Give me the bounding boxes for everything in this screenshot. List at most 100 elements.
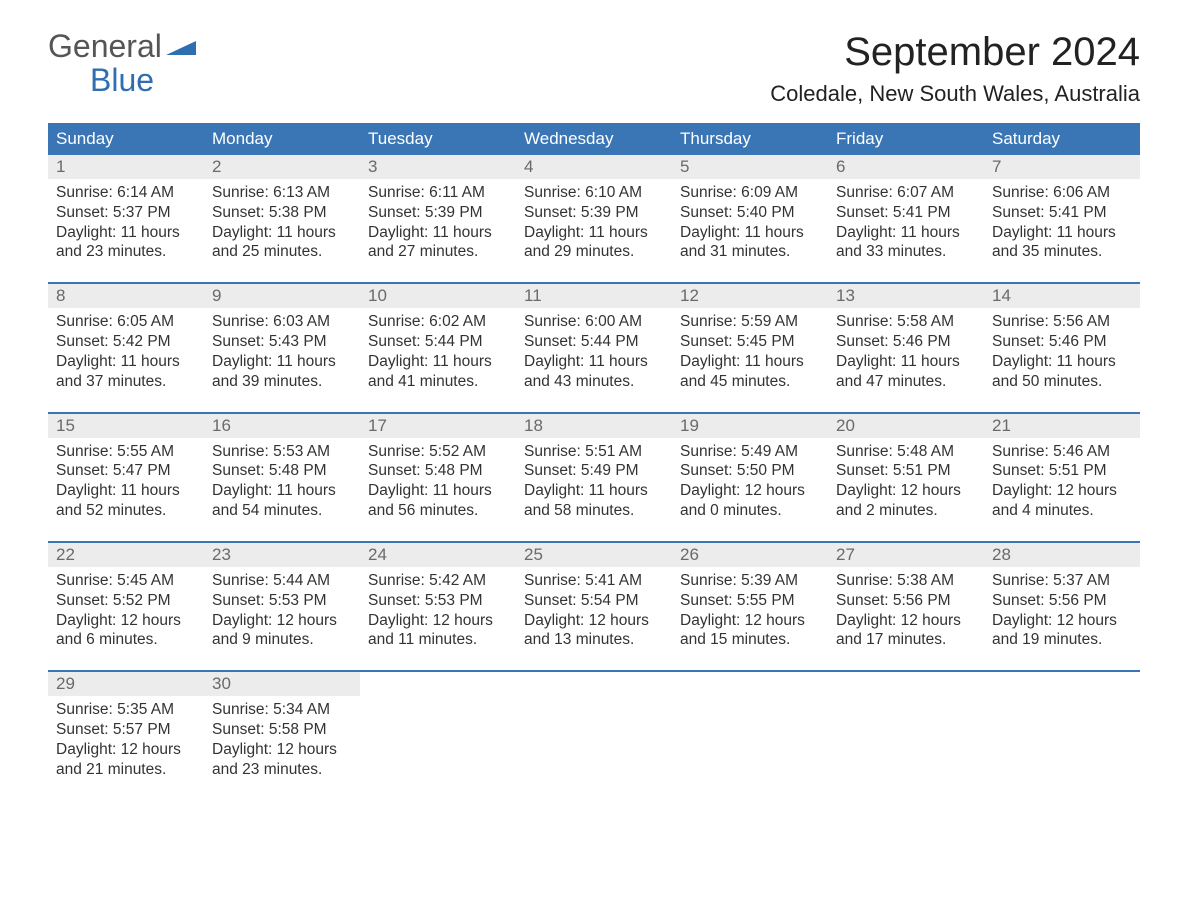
day-sunset: Sunset: 5:39 PM	[524, 203, 664, 223]
day-daylight1: Daylight: 12 hours	[836, 481, 976, 501]
day-detail: Sunrise: 5:34 AMSunset: 5:58 PMDaylight:…	[204, 696, 360, 781]
day-daylight1: Daylight: 11 hours	[992, 223, 1132, 243]
day-detail: Sunrise: 6:06 AMSunset: 5:41 PMDaylight:…	[984, 179, 1140, 264]
day-daylight2: and 33 minutes.	[836, 242, 976, 262]
week-row: 15161718192021Sunrise: 5:55 AMSunset: 5:…	[48, 412, 1140, 523]
day-daylight2: and 54 minutes.	[212, 501, 352, 521]
title-block: September 2024 Coledale, New South Wales…	[770, 30, 1140, 115]
day-sunrise: Sunrise: 5:37 AM	[992, 571, 1132, 591]
day-detail: Sunrise: 5:46 AMSunset: 5:51 PMDaylight:…	[984, 438, 1140, 523]
day-daylight1: Daylight: 12 hours	[992, 611, 1132, 631]
day-detail: Sunrise: 5:52 AMSunset: 5:48 PMDaylight:…	[360, 438, 516, 523]
header: General Blue September 2024 Coledale, Ne…	[48, 30, 1140, 115]
day-sunset: Sunset: 5:53 PM	[212, 591, 352, 611]
day-detail	[360, 696, 516, 781]
day-daylight1: Daylight: 12 hours	[212, 611, 352, 631]
day-number: 2	[204, 155, 360, 179]
day-sunset: Sunset: 5:41 PM	[836, 203, 976, 223]
day-detail: Sunrise: 5:58 AMSunset: 5:46 PMDaylight:…	[828, 308, 984, 393]
page-title: September 2024	[770, 30, 1140, 75]
weeks-container: 1234567Sunrise: 6:14 AMSunset: 5:37 PMDa…	[48, 155, 1140, 782]
day-sunset: Sunset: 5:46 PM	[992, 332, 1132, 352]
day-daylight2: and 29 minutes.	[524, 242, 664, 262]
day-detail: Sunrise: 6:07 AMSunset: 5:41 PMDaylight:…	[828, 179, 984, 264]
day-sunset: Sunset: 5:50 PM	[680, 461, 820, 481]
day-number	[516, 672, 672, 696]
day-daylight2: and 17 minutes.	[836, 630, 976, 650]
day-number: 9	[204, 284, 360, 308]
day-number: 10	[360, 284, 516, 308]
day-detail: Sunrise: 5:59 AMSunset: 5:45 PMDaylight:…	[672, 308, 828, 393]
day-sunset: Sunset: 5:44 PM	[368, 332, 508, 352]
day-number: 17	[360, 414, 516, 438]
week-row: 2930Sunrise: 5:35 AMSunset: 5:57 PMDayli…	[48, 670, 1140, 781]
day-sunset: Sunset: 5:55 PM	[680, 591, 820, 611]
day-detail: Sunrise: 6:13 AMSunset: 5:38 PMDaylight:…	[204, 179, 360, 264]
day-detail: Sunrise: 5:35 AMSunset: 5:57 PMDaylight:…	[48, 696, 204, 781]
day-detail: Sunrise: 5:37 AMSunset: 5:56 PMDaylight:…	[984, 567, 1140, 652]
day-daylight2: and 37 minutes.	[56, 372, 196, 392]
location-subtitle: Coledale, New South Wales, Australia	[770, 81, 1140, 107]
day-detail-row: Sunrise: 5:45 AMSunset: 5:52 PMDaylight:…	[48, 567, 1140, 652]
day-daylight1: Daylight: 12 hours	[56, 740, 196, 760]
day-sunrise: Sunrise: 5:41 AM	[524, 571, 664, 591]
day-sunrise: Sunrise: 5:44 AM	[212, 571, 352, 591]
day-detail: Sunrise: 5:56 AMSunset: 5:46 PMDaylight:…	[984, 308, 1140, 393]
weekday-header: Tuesday	[360, 123, 516, 155]
day-daylight1: Daylight: 11 hours	[524, 481, 664, 501]
day-sunrise: Sunrise: 5:59 AM	[680, 312, 820, 332]
week-row: 1234567Sunrise: 6:14 AMSunset: 5:37 PMDa…	[48, 155, 1140, 264]
day-daylight1: Daylight: 11 hours	[368, 223, 508, 243]
day-number: 15	[48, 414, 204, 438]
day-number-row: 2930	[48, 672, 1140, 696]
day-sunset: Sunset: 5:58 PM	[212, 720, 352, 740]
day-number: 3	[360, 155, 516, 179]
day-daylight1: Daylight: 11 hours	[368, 352, 508, 372]
day-number: 28	[984, 543, 1140, 567]
day-sunset: Sunset: 5:43 PM	[212, 332, 352, 352]
day-detail: Sunrise: 5:51 AMSunset: 5:49 PMDaylight:…	[516, 438, 672, 523]
day-detail: Sunrise: 5:53 AMSunset: 5:48 PMDaylight:…	[204, 438, 360, 523]
day-number: 24	[360, 543, 516, 567]
day-sunset: Sunset: 5:44 PM	[524, 332, 664, 352]
weekday-header: Saturday	[984, 123, 1140, 155]
day-daylight2: and 23 minutes.	[56, 242, 196, 262]
day-sunrise: Sunrise: 5:48 AM	[836, 442, 976, 462]
day-sunrise: Sunrise: 5:56 AM	[992, 312, 1132, 332]
day-detail: Sunrise: 5:44 AMSunset: 5:53 PMDaylight:…	[204, 567, 360, 652]
day-number: 4	[516, 155, 672, 179]
day-daylight1: Daylight: 12 hours	[56, 611, 196, 631]
day-number: 30	[204, 672, 360, 696]
day-detail: Sunrise: 5:48 AMSunset: 5:51 PMDaylight:…	[828, 438, 984, 523]
day-daylight2: and 4 minutes.	[992, 501, 1132, 521]
day-daylight1: Daylight: 11 hours	[680, 223, 820, 243]
flag-icon	[166, 37, 196, 57]
day-number: 8	[48, 284, 204, 308]
day-sunset: Sunset: 5:54 PM	[524, 591, 664, 611]
day-sunset: Sunset: 5:52 PM	[56, 591, 196, 611]
day-daylight2: and 15 minutes.	[680, 630, 820, 650]
day-detail: Sunrise: 5:42 AMSunset: 5:53 PMDaylight:…	[360, 567, 516, 652]
day-daylight1: Daylight: 11 hours	[836, 352, 976, 372]
day-daylight2: and 50 minutes.	[992, 372, 1132, 392]
day-sunrise: Sunrise: 5:42 AM	[368, 571, 508, 591]
day-number: 18	[516, 414, 672, 438]
day-sunrise: Sunrise: 5:34 AM	[212, 700, 352, 720]
day-daylight2: and 0 minutes.	[680, 501, 820, 521]
day-number-row: 15161718192021	[48, 414, 1140, 438]
day-detail	[984, 696, 1140, 781]
day-daylight1: Daylight: 11 hours	[524, 352, 664, 372]
day-sunset: Sunset: 5:56 PM	[836, 591, 976, 611]
day-detail	[672, 696, 828, 781]
weekday-header: Sunday	[48, 123, 204, 155]
day-daylight1: Daylight: 11 hours	[836, 223, 976, 243]
day-number: 14	[984, 284, 1140, 308]
day-daylight2: and 47 minutes.	[836, 372, 976, 392]
day-sunrise: Sunrise: 6:07 AM	[836, 183, 976, 203]
day-detail: Sunrise: 6:14 AMSunset: 5:37 PMDaylight:…	[48, 179, 204, 264]
day-number: 22	[48, 543, 204, 567]
day-number	[828, 672, 984, 696]
weekday-header: Monday	[204, 123, 360, 155]
day-daylight1: Daylight: 11 hours	[524, 223, 664, 243]
day-number: 20	[828, 414, 984, 438]
